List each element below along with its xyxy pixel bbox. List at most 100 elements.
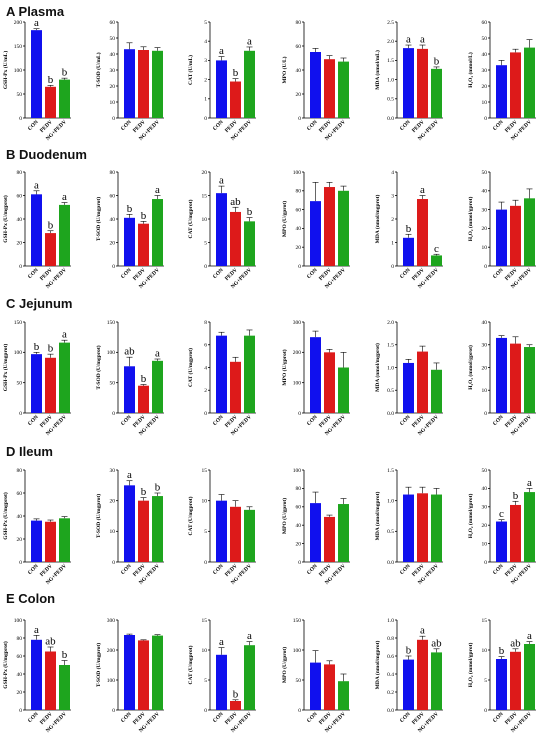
y-tick-label: 60: [110, 193, 116, 199]
y-tick-label: 300: [107, 618, 116, 624]
y-tick-label: 2: [204, 388, 207, 394]
y-tick-label: 10: [202, 498, 208, 504]
significance-letter: b: [406, 223, 412, 235]
significance-letter: b: [127, 203, 133, 215]
category-label: CON: [306, 414, 319, 427]
bar-pedv: [45, 357, 56, 413]
significance-letter: b: [48, 74, 54, 86]
y-tick-label: 0: [112, 264, 115, 270]
bar-con: [31, 194, 42, 266]
bar-ng-pedv: [524, 347, 535, 413]
y-axis-label: H₂O₂ (mmol/gprot): [467, 494, 474, 539]
bar-con: [216, 193, 227, 266]
section-titles: A Plasma B Duodenum C Jejunum D Ileum E Colo…: [6, 4, 87, 606]
bar-ng-pedv: [59, 204, 70, 266]
y-tick-label: 10: [202, 217, 208, 223]
y-tick-label: 60: [296, 44, 302, 50]
y-tick-label: 5: [204, 529, 207, 535]
y-tick-label: 30: [110, 468, 116, 474]
y-tick-label: 80: [296, 486, 302, 492]
bar-con: [403, 494, 414, 562]
category-label: CON: [120, 563, 133, 576]
bar-con: [31, 520, 42, 562]
bar-con: [403, 659, 414, 710]
bar-pedv: [417, 48, 428, 118]
y-tick-label: 0: [484, 560, 487, 566]
y-tick-label: 50: [17, 92, 23, 98]
bar-con: [124, 217, 135, 266]
category-label: CON: [212, 711, 225, 724]
bar-con: [310, 337, 321, 413]
significance-letter: a: [420, 34, 425, 46]
significance-letter: a: [527, 477, 532, 489]
chart-colon-28: 0.0 0.2 0.4 0.6 0.8 1.0 MDA (nmol/mgprot) b CON a…: [374, 618, 443, 734]
y-axis-label: MPO (U/gprot): [281, 647, 288, 683]
y-tick-label: 0: [484, 116, 487, 122]
y-tick-label: 50: [296, 678, 302, 684]
y-tick-label: 10: [482, 100, 488, 106]
y-tick-label: 20: [482, 523, 488, 529]
y-tick-label: 40: [110, 52, 116, 58]
y-tick-label: 50: [17, 380, 23, 386]
significance-letter: a: [34, 179, 39, 191]
y-tick-label: 0: [204, 560, 207, 566]
category-label: CON: [27, 711, 40, 724]
y-tick-label: 0.4: [387, 672, 394, 678]
bar-pedv: [510, 343, 521, 413]
y-tick-label: 20: [482, 84, 488, 90]
y-axis-label: GSH-Px (U/mgprot): [2, 641, 9, 689]
y-axis-label: CAT (U/mL): [187, 55, 194, 85]
bar-ng-pedv: [59, 518, 70, 562]
bar-pedv: [510, 651, 521, 710]
y-tick-label: 0: [19, 116, 22, 122]
y-tick-label: 200: [107, 648, 116, 654]
y-tick-label: 100: [107, 350, 116, 356]
bar-ng-pedv: [524, 198, 535, 266]
y-axis-label: H₂O₂ (mmol/gprot): [467, 345, 474, 390]
category-label: CON: [27, 119, 40, 132]
y-tick-label: 0: [484, 411, 487, 417]
y-tick-label: 0: [204, 708, 207, 714]
y-axis-label: MDA (nmol/mL): [374, 50, 381, 90]
category-label: CON: [120, 267, 133, 280]
y-tick-label: 0: [484, 264, 487, 270]
y-tick-label: 15: [202, 618, 208, 624]
y-tick-label: 0.0: [387, 560, 394, 566]
section-title-ileum: D Ileum: [6, 444, 53, 459]
y-tick-label: 0: [298, 560, 301, 566]
bar-pedv: [45, 651, 56, 710]
y-tick-label: 0: [112, 708, 115, 714]
y-tick-label: 50: [110, 36, 116, 42]
y-tick-label: 30: [482, 68, 488, 74]
y-tick-label: 100: [293, 468, 302, 474]
y-tick-label: 20: [17, 537, 23, 543]
y-tick-label: 4: [391, 170, 394, 176]
significance-letter: b: [62, 67, 68, 79]
y-tick-label: 0: [391, 264, 394, 270]
y-tick-label: 1: [391, 240, 394, 246]
y-tick-label: 200: [14, 20, 23, 26]
category-label: CON: [27, 267, 40, 280]
bar-pedv: [45, 86, 56, 118]
section-title-colon: E Colon: [6, 591, 55, 606]
bar-con: [216, 500, 227, 562]
y-tick-label: 80: [296, 189, 302, 195]
bar-con: [496, 659, 507, 710]
category-label: CON: [27, 414, 40, 427]
bar-con: [216, 60, 227, 118]
significance-letter: a: [247, 35, 252, 47]
y-tick-label: 80: [17, 170, 23, 176]
y-tick-label: 10: [482, 388, 488, 394]
y-tick-label: 60: [296, 207, 302, 213]
y-tick-label: 0: [204, 264, 207, 270]
y-tick-label: 0.8: [387, 636, 394, 642]
bar-con: [31, 30, 42, 118]
y-tick-label: 5: [484, 678, 487, 684]
bar-pedv: [324, 187, 335, 266]
